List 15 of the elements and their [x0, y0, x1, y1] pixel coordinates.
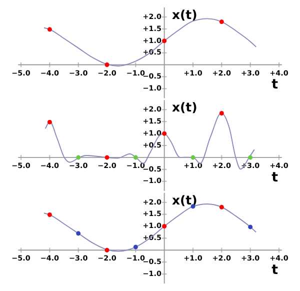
x-axis-title: t — [272, 263, 279, 278]
y-axis-title: x(t) — [172, 6, 198, 22]
point — [219, 20, 224, 24]
y-axis-title: x(t) — [172, 100, 198, 115]
x-axis-title: t — [272, 170, 279, 186]
point — [47, 212, 52, 218]
point — [47, 120, 52, 124]
x-axis-title: t — [272, 78, 279, 93]
point — [219, 204, 224, 210]
point — [76, 231, 81, 236]
y-axis-title: x(t) — [172, 192, 198, 208]
point — [47, 27, 52, 32]
point — [248, 224, 253, 230]
point — [219, 111, 224, 116]
point — [133, 244, 138, 250]
